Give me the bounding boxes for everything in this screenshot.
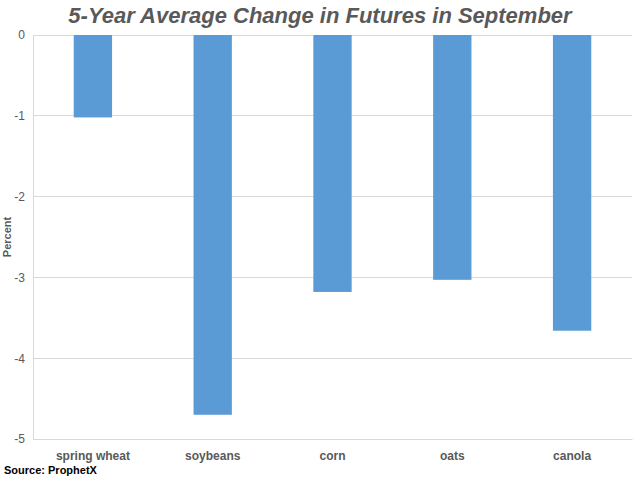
x-tick: canola — [553, 439, 591, 463]
bar — [433, 35, 471, 280]
y-tick: -4 — [14, 352, 33, 366]
y-tick-label: -4 — [14, 352, 25, 366]
x-tick-label: corn — [319, 449, 345, 463]
x-axis: spring wheat soybeans corn oats canola — [34, 439, 633, 463]
y-tick-label: -2 — [14, 190, 25, 204]
grid — [33, 35, 632, 439]
y-tick: -2 — [14, 190, 33, 204]
x-tick-label: spring wheat — [56, 449, 130, 463]
x-tick-label: canola — [553, 449, 591, 463]
y-tick-label: -5 — [14, 432, 25, 446]
y-tick: -3 — [14, 271, 33, 285]
y-axis: 0 -1 -2 -3 -4 -5 — [14, 28, 33, 446]
title: 5-Year Average Change in Futures in Sept… — [68, 3, 573, 28]
grid-line — [33, 358, 632, 359]
y-tick-label: -3 — [14, 271, 25, 285]
chart: 0 -1 -2 -3 -4 -5 spring wheat soybeans corn oats c… — [0, 0, 640, 480]
x-axis-line — [34, 439, 633, 440]
bar — [553, 35, 591, 331]
grid-line — [33, 439, 632, 440]
x-tick: oats — [440, 439, 465, 463]
source: Source: ProphetX — [4, 464, 98, 476]
plot-area: 0 -1 -2 -3 -4 -5 spring wheat soybeans corn oats c… — [14, 28, 632, 462]
x-tick-label: soybeans — [185, 449, 241, 463]
y-tick: -1 — [14, 109, 33, 123]
y-tick-label: -1 — [14, 109, 25, 123]
y-tick: 0 — [18, 28, 33, 42]
y-axis-line — [33, 36, 34, 440]
bar — [194, 35, 232, 415]
x-tick: corn — [319, 439, 345, 463]
bar — [74, 35, 112, 117]
y-axis-title: Percent — [1, 216, 13, 257]
bars — [74, 35, 592, 415]
bar — [313, 35, 351, 292]
x-tick-label: oats — [440, 449, 465, 463]
x-tick: soybeans — [185, 439, 241, 463]
x-tick: spring wheat — [56, 439, 130, 463]
y-tick: -5 — [14, 432, 33, 446]
y-tick-label: 0 — [18, 28, 25, 42]
